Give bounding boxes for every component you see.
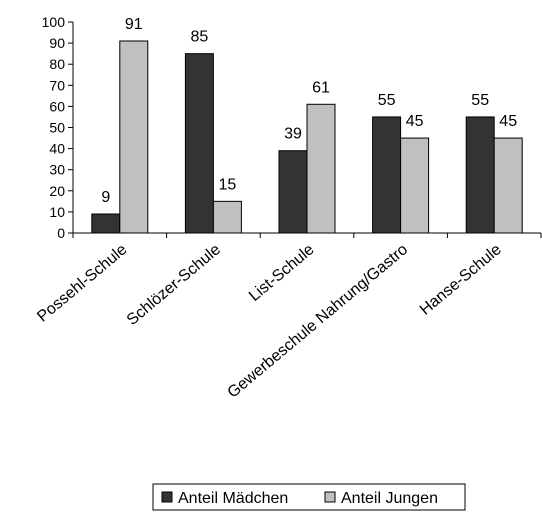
category-label: Possehl-Schule xyxy=(34,241,130,326)
plot-area: 0 10 20 30 40 50 60 70 80 90 100 9 85 39 55 55 91 15 61 45… xyxy=(34,14,542,402)
bar-jungen xyxy=(212,200,242,234)
x-axis-ticks xyxy=(72,233,542,238)
y-tick-label: 80 xyxy=(49,56,65,72)
y-axis-ticks: 0 10 20 30 40 50 60 70 80 90 100 xyxy=(42,14,73,241)
bar-maedchen xyxy=(184,53,214,234)
data-label: 61 xyxy=(312,79,330,96)
category-label: Hanse-Schule xyxy=(417,241,505,319)
bar-maedchen xyxy=(91,213,121,234)
legend-box xyxy=(152,483,466,511)
data-labels: 9 85 39 55 55 91 15 61 45 45 xyxy=(101,16,517,206)
bar-maedchen xyxy=(278,150,308,234)
bar-maedchen xyxy=(465,116,495,234)
category-label: Gewerbeschule Nahrung/Gastro xyxy=(224,241,411,402)
bar-jungen xyxy=(119,40,149,234)
bar-series xyxy=(91,40,523,234)
data-label: 91 xyxy=(125,16,143,33)
data-label: 55 xyxy=(378,92,396,109)
data-label: 85 xyxy=(191,29,209,46)
legend-swatch-maedchen xyxy=(161,491,173,503)
y-tick-label: 30 xyxy=(49,162,65,178)
data-label: 15 xyxy=(219,176,237,193)
data-label: 45 xyxy=(499,113,517,130)
y-tick-label: 10 xyxy=(49,204,65,220)
y-tick-label: 70 xyxy=(49,77,65,93)
legend-label-jungen: Anteil Jungen xyxy=(341,490,438,507)
y-tick-label: 0 xyxy=(57,225,65,241)
data-label: 39 xyxy=(284,126,302,143)
category-label: Schlözer-Schule xyxy=(124,241,224,329)
y-tick-label: 50 xyxy=(49,120,65,136)
legend: Anteil Mädchen Anteil Jungen xyxy=(152,483,466,511)
data-label: 45 xyxy=(406,113,424,130)
y-tick-label: 60 xyxy=(49,98,65,114)
y-tick-label: 100 xyxy=(42,14,66,30)
bar-jungen xyxy=(493,137,523,234)
bar-maedchen xyxy=(372,116,402,234)
legend-swatch-jungen xyxy=(324,491,336,503)
bar-jungen xyxy=(400,137,430,234)
category-label: List-Schule xyxy=(246,241,318,305)
legend-label-maedchen: Anteil Mädchen xyxy=(178,490,288,507)
data-label: 9 xyxy=(101,189,110,206)
y-tick-label: 90 xyxy=(49,35,65,51)
y-tick-label: 20 xyxy=(49,183,65,199)
data-label: 55 xyxy=(471,92,489,109)
y-tick-label: 40 xyxy=(49,141,65,157)
bar-jungen xyxy=(306,103,336,234)
